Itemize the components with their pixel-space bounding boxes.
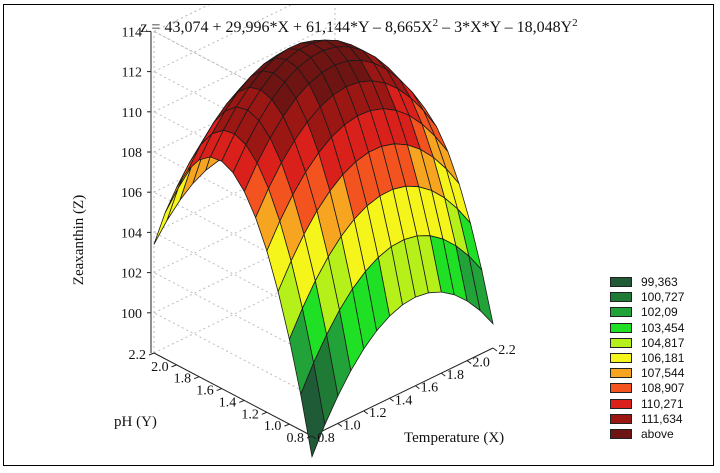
legend-swatch	[610, 398, 632, 409]
zgrid-right-wall	[153, 5, 293, 73]
legend-swatch	[610, 322, 632, 333]
surface	[153, 39, 494, 459]
y-tick	[148, 352, 155, 356]
z-tick-label: 102	[121, 267, 142, 282]
z-tick-label: 110	[122, 106, 142, 121]
floor-edge-back-right	[153, 264, 336, 354]
y-tick	[239, 399, 245, 403]
y-tick	[261, 411, 268, 415]
y-tick	[306, 435, 313, 439]
x-tick-label: 0.8	[317, 431, 335, 446]
legend-swatch	[610, 353, 632, 363]
surface-cell	[300, 361, 326, 459]
x-tick	[311, 435, 317, 440]
y-tick-label: 1.4	[219, 395, 237, 410]
z-tick-label: 104	[121, 226, 142, 241]
x-tick	[389, 397, 394, 402]
y-tick	[284, 423, 290, 427]
z-tick-label: 100	[121, 307, 142, 322]
y-tick	[171, 364, 177, 368]
x-tick	[415, 385, 420, 390]
x-tick-label: 2.2	[498, 343, 516, 358]
legend-label: 99,363	[641, 275, 678, 289]
z-tick-label: 108	[121, 146, 142, 161]
legend-label: 106,181	[641, 351, 685, 365]
y-tick-label: 0.8	[287, 431, 305, 446]
z-tick-label: 112	[122, 66, 142, 81]
x-tick-label: 1.2	[369, 406, 387, 421]
y-tick	[193, 376, 200, 380]
x-tick	[492, 347, 498, 352]
z-axis-title: Zeaxanthin (Z)	[71, 195, 87, 285]
zgrid-right-wall	[153, 224, 336, 314]
legend-swatch	[610, 429, 632, 439]
chart-frame: z = 43,074 + 29,996*X + 61,144*Y – 8,665…	[3, 4, 714, 466]
y-axis-title: pH (Y)	[114, 414, 157, 430]
y-tick-label: 1.2	[241, 407, 259, 422]
legend-swatch	[610, 368, 632, 379]
legend-swatch	[610, 413, 632, 424]
y-tick-label: 2.0	[151, 360, 169, 375]
legend-label: 104,817	[641, 335, 685, 350]
legend-label: 102,09	[641, 305, 678, 320]
legend-label: 108,907	[641, 381, 685, 396]
y-tick	[216, 388, 222, 392]
zgrid-right-wall	[153, 184, 336, 274]
x-tick-label: 2.0	[472, 356, 490, 371]
x-tick-label: 1.0	[343, 418, 361, 433]
surface-plot: z = 43,074 + 29,996*X + 61,144*Y – 8,665…	[71, 5, 578, 459]
y-tick-label: 2.2	[129, 348, 147, 363]
x-tick	[440, 372, 446, 377]
legend-label: 110,271	[641, 396, 684, 411]
x-tick	[363, 410, 369, 415]
chart-title: z = 43,074 + 29,996*X + 61,144*Y – 8,665…	[140, 17, 577, 36]
zgrid-right-wall	[153, 23, 336, 113]
legend-label: 107,544	[641, 366, 685, 381]
y-tick-label: 1.6	[196, 384, 214, 399]
y-tick-label: 1.8	[174, 372, 192, 387]
legend-label: 100,727	[641, 290, 685, 305]
legend-swatch	[610, 277, 632, 287]
legend-swatch	[610, 337, 632, 348]
tick-labels: 100 102 104 106 108 110 112 114 0.8 1.0 1.2 1.4 1.6 1…	[121, 25, 516, 446]
legend-swatch	[610, 292, 632, 303]
surface-cell	[153, 187, 179, 245]
x-axis-line	[311, 347, 494, 437]
x-axis-title: Temperature (X)	[404, 430, 504, 446]
legend-swatch	[610, 383, 632, 394]
legend-swatch	[610, 307, 632, 318]
x-tick-label: 1.6	[421, 381, 439, 396]
x-tick	[466, 360, 472, 364]
y-tick-label: 1.0	[264, 419, 282, 434]
x-tick-label: 1.4	[395, 393, 413, 408]
legend-label: 111,634	[641, 411, 683, 426]
surface-cell	[166, 166, 192, 221]
z-tick-label: 106	[121, 186, 142, 201]
legend-label: 103,454	[641, 320, 685, 335]
x-tick	[337, 423, 343, 427]
y-axis-line	[153, 352, 313, 437]
z-tick-label: 114	[122, 25, 142, 40]
x-tick-label: 1.8	[447, 368, 465, 383]
legend-label: above	[641, 427, 674, 441]
